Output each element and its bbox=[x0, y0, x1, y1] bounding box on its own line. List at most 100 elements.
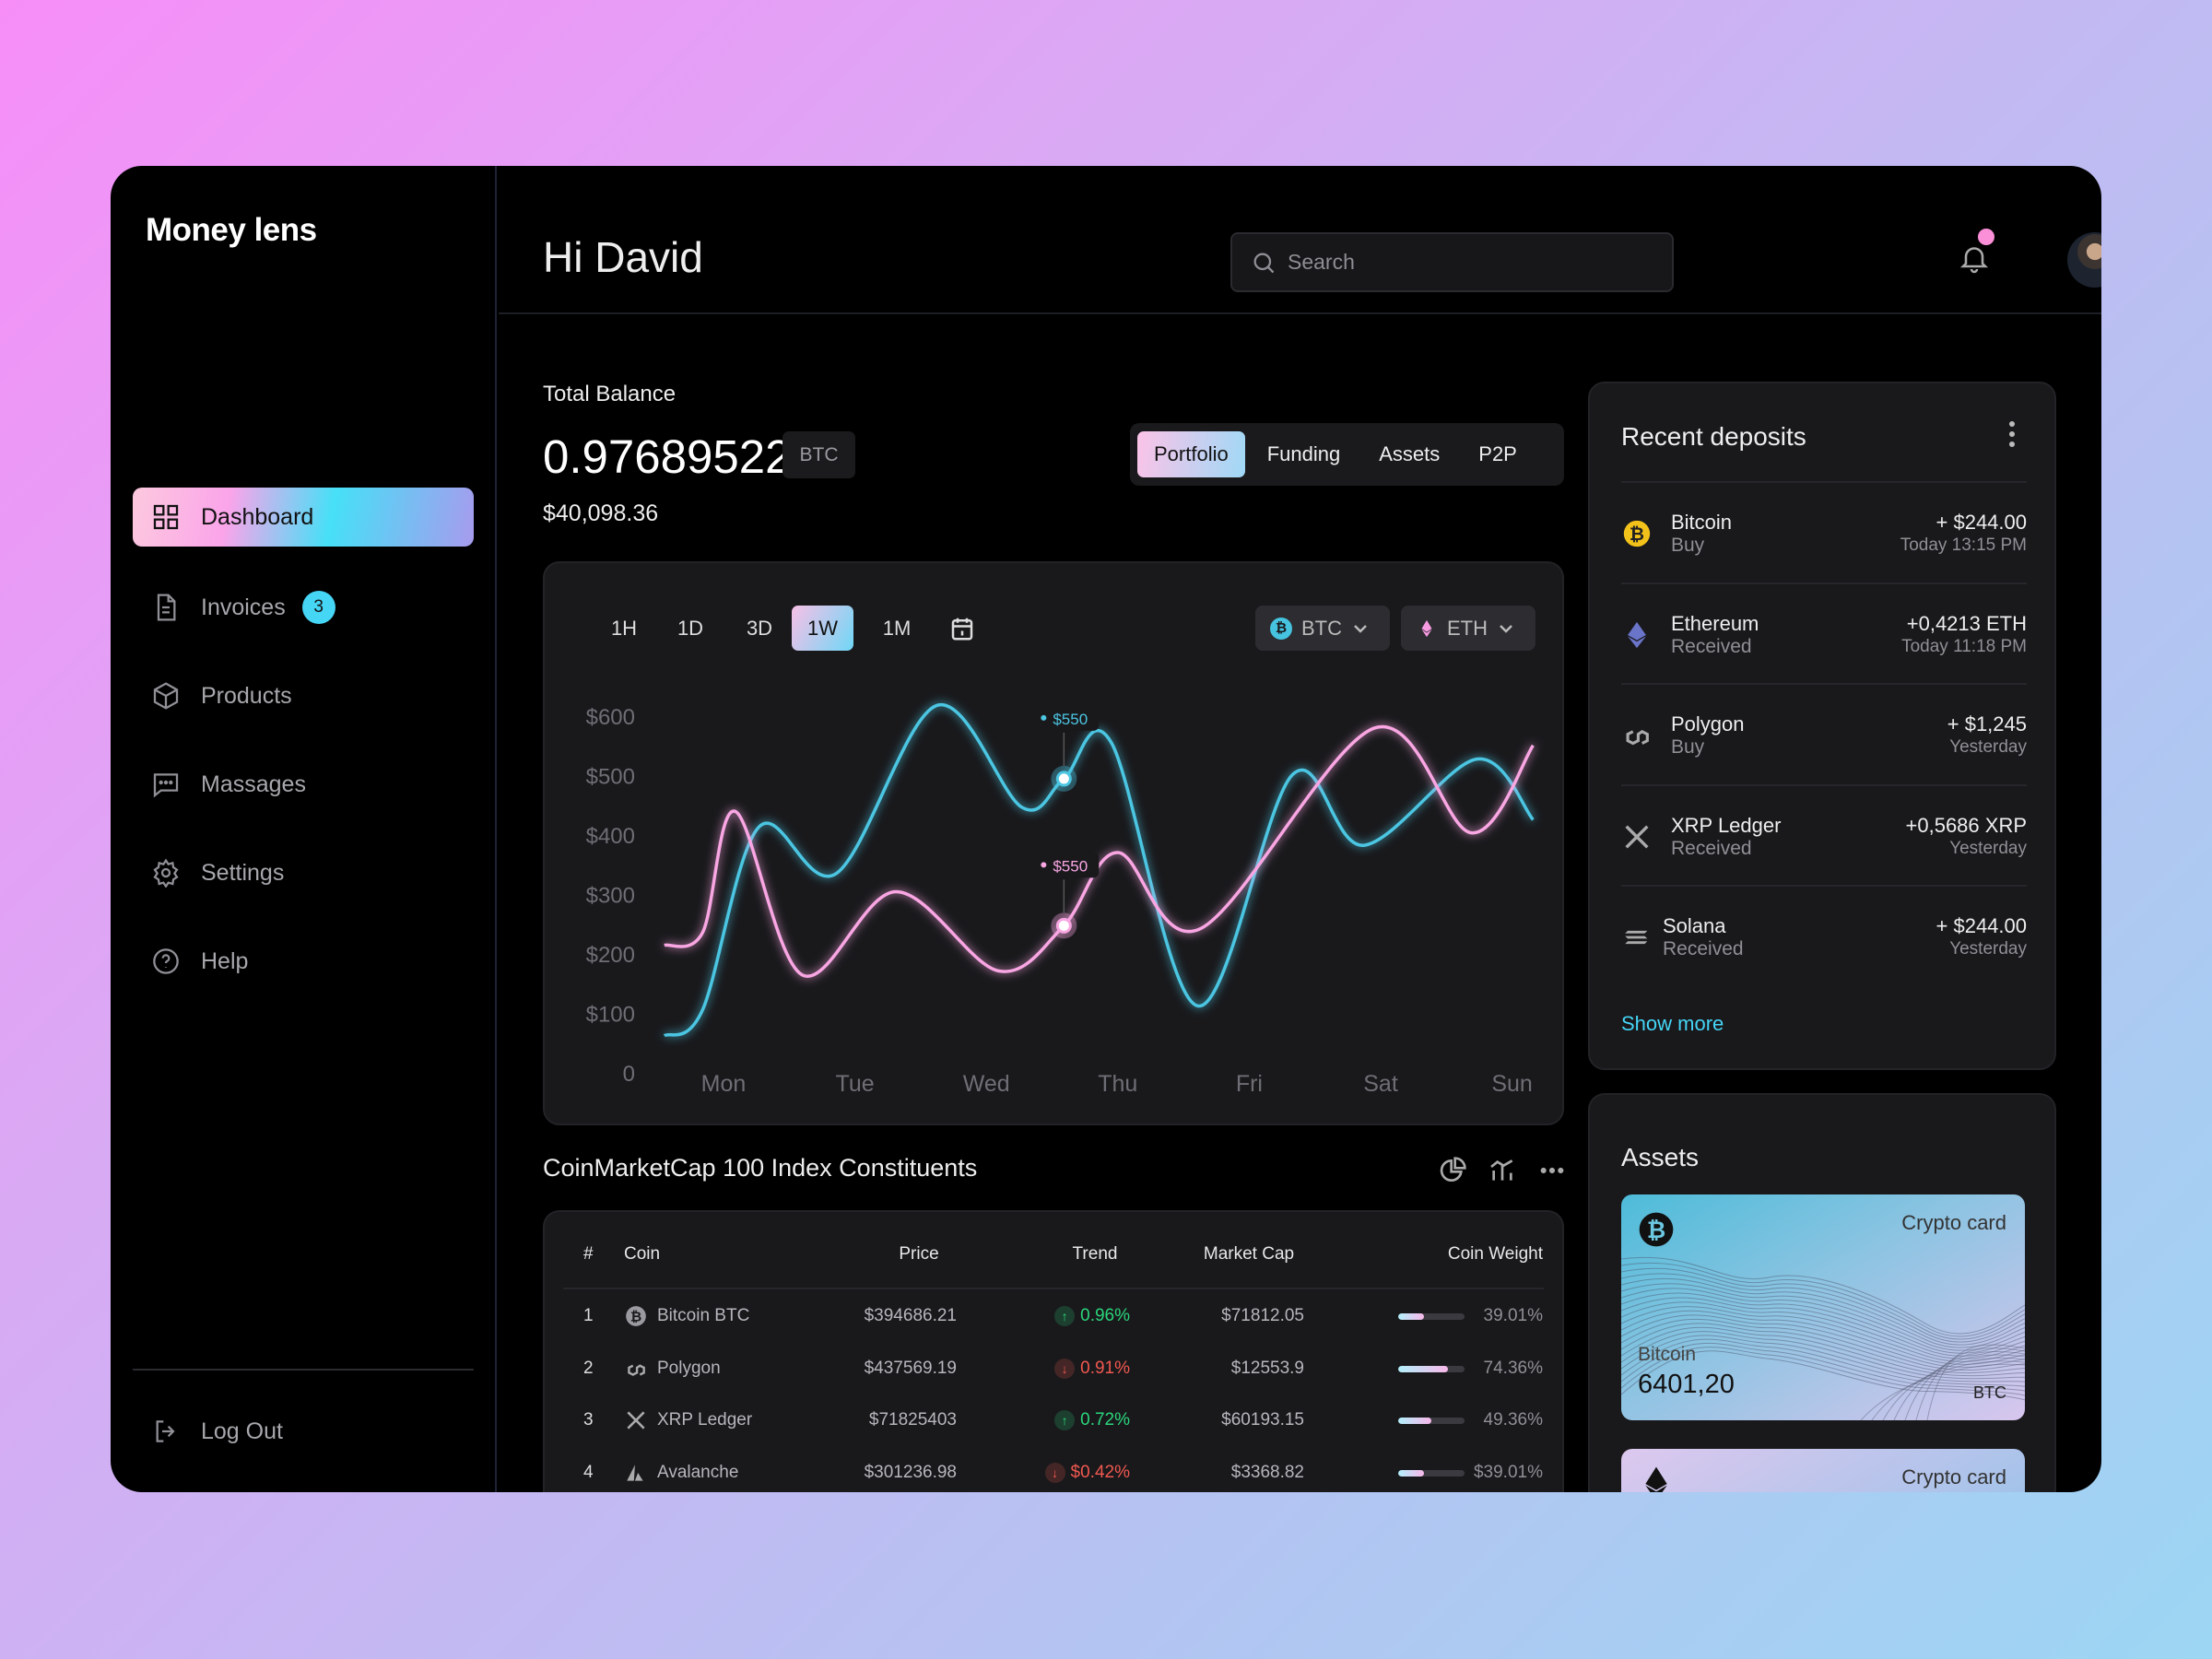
tab-assets[interactable]: Assets bbox=[1379, 442, 1441, 465]
greeting: Hi David bbox=[543, 233, 703, 281]
range-3d-button[interactable]: 3D bbox=[746, 616, 773, 640]
coin-weight-cell: 39.01% bbox=[1483, 1306, 1543, 1325]
sidebar-item-label: Invoices bbox=[201, 594, 286, 620]
eth-selector[interactable]: ETH bbox=[1401, 606, 1535, 651]
sidebar-item-dashboard[interactable]: Dashboard bbox=[133, 488, 474, 547]
bitcoin-icon: ₿ bbox=[624, 1304, 648, 1328]
deposit-item[interactable]: XRP Ledger Received +0,5686 XRP Yesterday bbox=[1621, 783, 2027, 884]
deposit-time: Yesterday bbox=[1949, 838, 2027, 858]
app-window: Money lens Dashboard Invoices 3 Products Mas… bbox=[111, 166, 2101, 1492]
trend-cell: ↓ $0.42% bbox=[1044, 1463, 1130, 1483]
calendar-button[interactable] bbox=[948, 615, 976, 642]
marker-tooltip-label: $550 bbox=[1053, 857, 1088, 875]
deposit-item[interactable]: Solana Received + $244.00 Yesterday bbox=[1621, 885, 2027, 984]
sidebar-item-settings[interactable]: Settings bbox=[133, 843, 474, 902]
range-1d-button[interactable]: 1D bbox=[677, 616, 704, 640]
sidebar-item-help[interactable]: Help bbox=[133, 932, 474, 991]
column-header[interactable]: Market Cap bbox=[1203, 1244, 1295, 1264]
line-chart: 0 $100 $200 $300 $400 $500 $600 Mon Tue Wed Thu Fri… bbox=[586, 703, 1535, 1097]
x-tick-label: Thu bbox=[1098, 1071, 1137, 1097]
crypto-card[interactable]: ₿ Crypto card Bitcoin 6401,20 BTC bbox=[1621, 1194, 2025, 1420]
solana-icon bbox=[1621, 922, 1653, 953]
tab-p2p[interactable]: P2P bbox=[1478, 442, 1517, 465]
show-more-link[interactable]: Show more bbox=[1621, 1012, 1724, 1035]
avalanche-icon bbox=[624, 1461, 648, 1485]
chevron-down-icon bbox=[1354, 624, 1367, 633]
column-header[interactable]: Trend bbox=[1072, 1244, 1118, 1264]
coin-weight-bar bbox=[1398, 1313, 1465, 1320]
tab-portfolio[interactable]: Portfolio bbox=[1137, 431, 1245, 477]
sidebar-item-massages[interactable]: Massages bbox=[133, 755, 474, 814]
svg-text:₿: ₿ bbox=[1630, 524, 1644, 545]
bar-chart-icon[interactable] bbox=[1488, 1156, 1517, 1185]
chart-card: 0 $100 $200 $300 $400 $500 $600 Mon Tue Wed Thu Fri… bbox=[543, 561, 1564, 1125]
x-tick-label: Tue bbox=[836, 1071, 875, 1097]
deposit-amount: +0,5686 XRP bbox=[1905, 813, 2027, 837]
column-header[interactable]: Coin bbox=[624, 1244, 661, 1264]
deposit-item[interactable]: Ethereum Received +0,4213 ETH Today 11:18 P… bbox=[1621, 582, 2027, 682]
x-tick-label: Wed bbox=[963, 1071, 1010, 1097]
trend-value: 0.72% bbox=[1080, 1410, 1130, 1430]
pie-chart-icon[interactable] bbox=[1438, 1156, 1467, 1185]
market-cap-cell: $60193.15 bbox=[1221, 1410, 1304, 1430]
coin-name-cell: Polygon bbox=[657, 1359, 721, 1378]
eth-marker-point[interactable] bbox=[1055, 917, 1072, 934]
column-header[interactable]: Coin Weight bbox=[1447, 1244, 1543, 1264]
deposit-time: Yesterday bbox=[1949, 737, 2027, 757]
market-cap-cell: $3368.82 bbox=[1230, 1463, 1304, 1482]
coin-weight-fill bbox=[1398, 1313, 1425, 1320]
column-header[interactable]: # bbox=[583, 1244, 594, 1264]
column-header[interactable]: Price bbox=[899, 1244, 939, 1264]
table-row[interactable]: 3 XRP Ledger $71825403 ↑ 0.72% $60193.15 49.36… bbox=[545, 1394, 1562, 1446]
deposit-amount: + $244.00 bbox=[1936, 511, 2027, 534]
arrow-up-icon: ↑ bbox=[1054, 1306, 1076, 1326]
table-row[interactable]: 4 Avalanche $301236.98 ↓ $0.42% $3368.82 $39.0… bbox=[545, 1446, 1562, 1492]
sidebar-item-products[interactable]: Products bbox=[133, 666, 474, 725]
range-1w-button[interactable]: 1W bbox=[792, 606, 853, 651]
deposit-time: Today 11:18 PM bbox=[1901, 636, 2027, 656]
x-tick-label: Fri bbox=[1236, 1071, 1263, 1097]
xrp-icon bbox=[624, 1408, 648, 1432]
deposit-item[interactable]: Polygon Buy + $1,245 Yesterday bbox=[1621, 683, 2027, 782]
polygon-icon bbox=[1621, 720, 1653, 751]
coin-weight-fill bbox=[1398, 1470, 1425, 1477]
coin-name-cell: Bitcoin BTC bbox=[657, 1306, 750, 1325]
tab-funding[interactable]: Funding bbox=[1266, 442, 1341, 465]
sidebar: Money lens Dashboard Invoices 3 Products Mas… bbox=[111, 166, 497, 1492]
range-1h-button[interactable]: 1H bbox=[610, 616, 638, 640]
y-tick-label: 0 bbox=[623, 1062, 635, 1087]
btc-marker-point[interactable] bbox=[1055, 771, 1072, 787]
search-input[interactable]: Search bbox=[1230, 232, 1674, 292]
more-vertical-icon[interactable] bbox=[2006, 418, 2018, 450]
wave-pattern bbox=[1621, 1256, 2025, 1420]
crypto-card[interactable]: Crypto card bbox=[1621, 1449, 2025, 1492]
bell-icon[interactable] bbox=[1958, 241, 1991, 275]
deposit-type: Received bbox=[1671, 837, 1752, 859]
arrow-down-icon: ↓ bbox=[1054, 1359, 1076, 1379]
deposit-amount: +0,4213 ETH bbox=[1906, 611, 2027, 635]
price-cell: $394686.21 bbox=[864, 1306, 957, 1325]
balance-unit-chip: BTC bbox=[782, 431, 855, 478]
trend-cell: ↑ 0.96% bbox=[1054, 1306, 1130, 1326]
search-placeholder: Search bbox=[1288, 250, 1355, 274]
logout-button[interactable]: Log Out bbox=[133, 1402, 474, 1461]
eth-series-line bbox=[664, 724, 1535, 978]
sidebar-divider bbox=[133, 1369, 474, 1371]
more-horizontal-icon[interactable] bbox=[1537, 1156, 1567, 1185]
portfolio-tabs: Portfolio Funding Assets P2P bbox=[1130, 423, 1564, 486]
table-row[interactable]: 1 ₿ Bitcoin BTC $394686.21 ↑ 0.96% $71812.05 39… bbox=[545, 1289, 1562, 1342]
table-row[interactable]: 2 Polygon $437569.19 ↓ 0.91% $12553.9 74.36% bbox=[545, 1342, 1562, 1394]
ethereum-icon bbox=[1416, 618, 1438, 640]
btc-selector[interactable]: ₿ BTC bbox=[1255, 606, 1390, 651]
marker-tooltip-bg bbox=[1036, 852, 1100, 878]
marker-tooltip-bg bbox=[1036, 704, 1100, 731]
deposit-item[interactable]: ₿ Bitcoin Buy + $244.00 Today 13:15 PM bbox=[1621, 481, 2027, 581]
sidebar-item-invoices[interactable]: Invoices 3 bbox=[133, 578, 474, 637]
avatar[interactable] bbox=[2067, 232, 2101, 288]
chevron-down-icon bbox=[1500, 624, 1512, 633]
assets-title: Assets bbox=[1621, 1143, 1700, 1171]
y-tick-label: $600 bbox=[586, 705, 635, 730]
range-1m-button[interactable]: 1M bbox=[882, 616, 912, 640]
sidebar-item-label: Products bbox=[201, 682, 292, 709]
logout-label: Log Out bbox=[201, 1418, 283, 1444]
